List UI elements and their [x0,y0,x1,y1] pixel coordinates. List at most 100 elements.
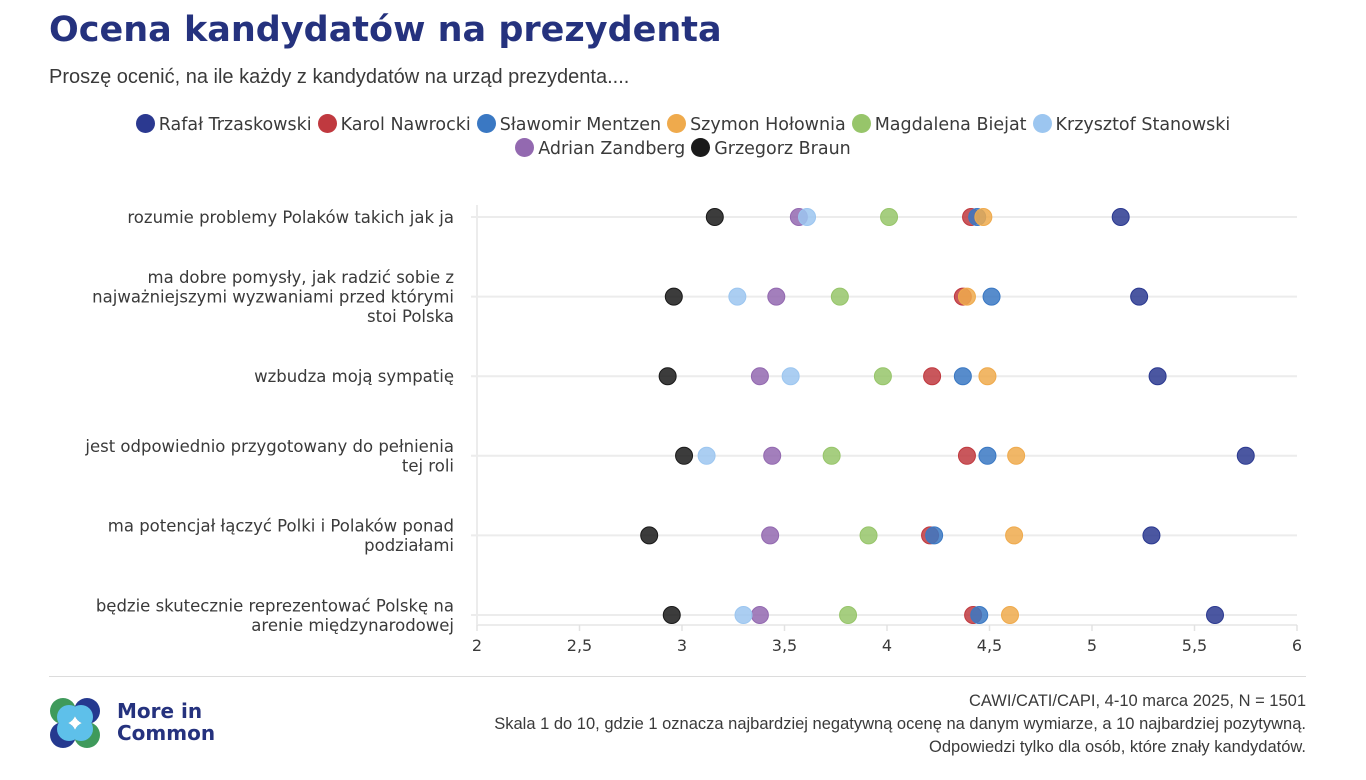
legend-dot-icon [691,138,711,157]
methodology-notes: CAWI/CATI/CAPI, 4-10 marca 2025, N = 150… [494,690,1306,759]
data-point-grzegorz-braun: Grzegorz Braun: 3.16 [705,208,724,226]
legend-label: Szymon Hołownia [690,115,846,135]
data-point-szymon-holownia: Szymon Hołownia: 4.49 [978,367,997,386]
legend-item: Szymon Hołownia [667,113,846,137]
logo-text-line2: Common [117,721,216,745]
legend-dot-icon [476,114,496,133]
more-in-common-logo-icon [50,698,100,748]
category-label: jest odpowiednio przygotowany do pełnien… [84,437,454,456]
legend-item: Sławomir Mentzen [476,113,662,137]
data-point-krzysztof-stanowski: Krzysztof Stanowski: 3.53 [781,367,800,386]
x-tick-label: 3 [677,636,687,655]
data-point-slawomir-mentzen: Sławomir Mentzen: 4.45 [970,606,989,624]
x-tick-label: 2,5 [567,636,592,655]
data-point-szymon-holownia: Szymon Hołownia: 4.6 [1001,606,1019,624]
category-label: wzbudza moją sympatię [254,367,454,386]
legend-dot-icon [135,114,155,133]
category-label: podziałami [364,536,454,555]
x-tick-label: 4,5 [977,636,1002,655]
x-tick-label: 5 [1087,636,1097,655]
data-point-rafal-trzaskowski: Rafał Trzaskowski: 5.75 [1236,446,1255,465]
legend-item: Krzysztof Stanowski [1032,113,1231,137]
data-point-magdalena-biejat: Magdalena Biejat: 3.91 [859,526,878,545]
note-survey-info: CAWI/CATI/CAPI, 4-10 marca 2025, N = 150… [968,692,1306,710]
x-tick-label: 4 [882,636,892,655]
legend-label: Rafał Trzaskowski [158,115,312,135]
data-point-grzegorz-braun: Grzegorz Braun: 2.93 [658,367,677,386]
category-label: będzie skutecznie reprezentować Polskę n… [96,596,454,615]
legend-label: Grzegorz Braun [714,139,851,159]
legend-label: Krzysztof Stanowski [1055,115,1231,135]
legend-label: Adrian Zandberg [538,139,686,159]
data-point-karol-nawrocki: Karol Nawrocki: 4.39 [957,446,976,465]
data-point-rafal-trzaskowski: Rafał Trzaskowski: 5.14 [1111,208,1130,226]
data-point-slawomir-mentzen: Sławomir Mentzen: 4.49 [978,446,997,465]
legend-item: Magdalena Biejat [851,113,1027,137]
data-point-rafal-trzaskowski: Rafał Trzaskowski: 5.32 [1148,367,1167,386]
data-point-szymon-holownia: Szymon Hołownia: 4.39 [957,287,976,306]
legend-dot-icon [1032,114,1052,133]
legend-dot-icon [851,114,871,133]
data-point-krzysztof-stanowski: Krzysztof Stanowski: 3.27 [728,287,747,306]
data-point-adrian-zandberg: Adrian Zandberg: 3.46 [767,287,786,306]
x-tick-label: 6 [1292,636,1302,655]
category-label: ma potencjał łączyć Polki i Polaków pona… [108,517,454,536]
data-point-adrian-zandberg: Adrian Zandberg: 3.43 [761,526,780,545]
data-point-szymon-holownia: Szymon Hołownia: 4.63 [1007,446,1026,465]
data-point-grzegorz-braun: Grzegorz Braun: 2.95 [662,606,681,624]
data-point-slawomir-mentzen: Sławomir Mentzen: 4.23 [925,526,944,545]
data-point-magdalena-biejat: Magdalena Biejat: 3.81 [839,606,858,624]
x-axis: 2 2,5 3 3,5 4 4,5 5 5,5 6 [472,624,1302,655]
legend-row: Adrian Zandberg Grzegorz Braun [60,137,1306,161]
category-label: tej roli [402,457,454,476]
legend-item: Rafał Trzaskowski [135,113,312,137]
data-point-grzegorz-braun: Grzegorz Braun: 2.96 [664,287,683,306]
legend-row: Rafał Trzaskowski Karol Nawrocki Sławomir … [60,113,1306,137]
data-point-adrian-zandberg: Adrian Zandberg: 3.38 [750,606,769,624]
logo-text: More in Common [117,700,215,744]
data-point-rafal-trzaskowski: Rafał Trzaskowski: 5.23 [1130,287,1149,306]
legend-label: Sławomir Mentzen [499,115,662,135]
grid-layer [471,205,1297,625]
legend: Rafał Trzaskowski Karol Nawrocki Sławomir … [60,113,1306,161]
category-label: arenie międzynarodowej [251,616,454,635]
data-point-adrian-zandberg: Adrian Zandberg: 3.38 [750,367,769,386]
data-point-slawomir-mentzen: Sławomir Mentzen: 4.37 [953,367,972,386]
legend-dot-icon [667,114,687,133]
legend-item: Adrian Zandberg [515,137,685,161]
legend-label: Karol Nawrocki [340,115,471,135]
data-point-magdalena-biejat: Magdalena Biejat: 4.01 [880,208,899,226]
data-point-krzysztof-stanowski: Krzysztof Stanowski: 3.12 [697,446,716,465]
data-point-adrian-zandberg: Adrian Zandberg: 3.44 [763,446,782,465]
dot-plot-chart: 2 2,5 3 3,5 4 4,5 5 5,5 6 rozumie problemy Polak… [84,205,1302,655]
data-point-grzegorz-braun: Grzegorz Braun: 3.01 [675,446,694,465]
chart-title: Ocena kandydatów na prezydenta [49,10,722,50]
data-point-rafal-trzaskowski: Rafał Trzaskowski: 5.6 [1206,606,1224,624]
data-point-karol-nawrocki: Karol Nawrocki: 4.22 [923,367,942,386]
data-points: Grzegorz Braun: 3.16 Grzegorz Braun: 2.96… [640,208,1255,624]
logo-text-line1: More in [117,699,203,723]
x-tick-label: 2 [472,636,482,655]
category-label: ma dobre pomysły, jak radzić sobie z [148,268,454,287]
legend-dot-icon [317,114,337,133]
x-tick-label: 3,5 [772,636,797,655]
category-label: najważniejszymi wyzwaniami przed którymi [92,288,454,307]
category-label: rozumie problemy Polaków takich jak ja [127,208,454,227]
data-point-krzysztof-stanowski: Krzysztof Stanowski: 3.61 [798,208,817,226]
data-point-magdalena-biejat: Magdalena Biejat: 3.98 [873,367,892,386]
data-point-rafal-trzaskowski: Rafał Trzaskowski: 5.29 [1142,526,1161,545]
chart-subtitle: Proszę ocenić, na ile każdy z kandydatów… [49,66,630,88]
category-labels: rozumie problemy Polaków takich jak ja ma… [84,208,454,635]
footer-divider [49,676,1306,677]
data-point-magdalena-biejat: Magdalena Biejat: 3.73 [822,446,841,465]
data-point-krzysztof-stanowski: Krzysztof Stanowski: 3.3 [734,606,753,624]
data-point-magdalena-biejat: Magdalena Biejat: 3.77 [830,287,849,306]
x-tick-label: 5,5 [1182,636,1207,655]
legend-dot-icon [515,138,535,157]
data-point-szymon-holownia: Szymon Hołownia: 4.62 [1005,526,1024,545]
legend-item: Karol Nawrocki [317,113,471,137]
category-label: stoi Polska [367,307,454,326]
data-point-slawomir-mentzen: Sławomir Mentzen: 4.51 [982,287,1001,306]
note-respondents-info: Odpowiedzi tylko dla osób, które znały k… [929,738,1306,756]
data-point-szymon-holownia: Szymon Hołownia: 4.47 [974,208,993,226]
